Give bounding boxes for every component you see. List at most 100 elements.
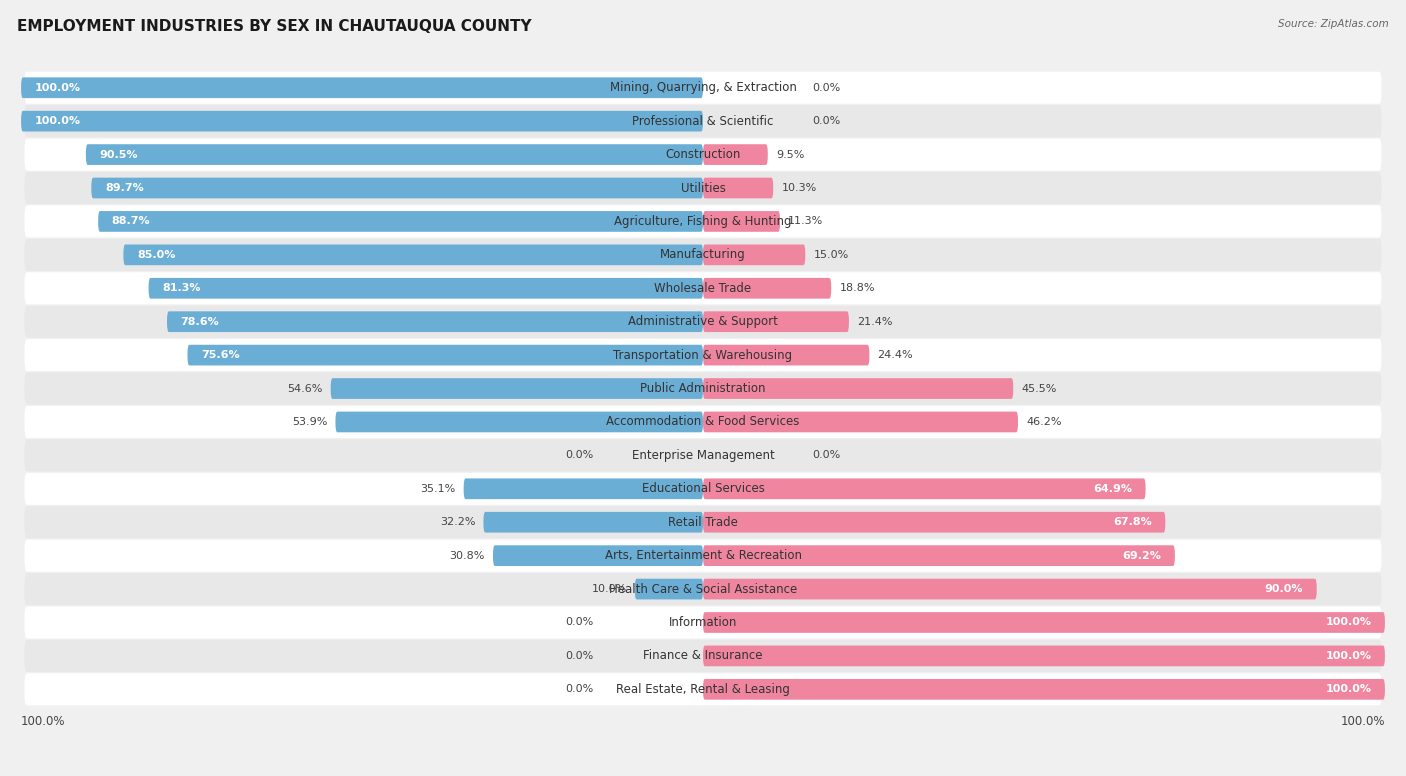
Text: 100.0%: 100.0% <box>35 116 80 126</box>
FancyBboxPatch shape <box>24 272 1382 304</box>
FancyBboxPatch shape <box>636 579 703 599</box>
Text: Administrative & Support: Administrative & Support <box>628 315 778 328</box>
Text: 32.2%: 32.2% <box>440 518 475 527</box>
Text: Source: ZipAtlas.com: Source: ZipAtlas.com <box>1278 19 1389 29</box>
Text: EMPLOYMENT INDUSTRIES BY SEX IN CHAUTAUQUA COUNTY: EMPLOYMENT INDUSTRIES BY SEX IN CHAUTAUQ… <box>17 19 531 34</box>
Text: 0.0%: 0.0% <box>813 83 841 93</box>
Text: 100.0%: 100.0% <box>35 83 80 93</box>
FancyBboxPatch shape <box>703 612 1385 633</box>
Text: 53.9%: 53.9% <box>292 417 328 427</box>
FancyBboxPatch shape <box>21 78 703 98</box>
Text: 54.6%: 54.6% <box>287 383 322 393</box>
FancyBboxPatch shape <box>24 539 1382 572</box>
Text: 10.0%: 10.0% <box>592 584 627 594</box>
FancyBboxPatch shape <box>330 378 703 399</box>
Text: 30.8%: 30.8% <box>450 551 485 560</box>
FancyBboxPatch shape <box>149 278 703 299</box>
FancyBboxPatch shape <box>484 512 703 532</box>
Text: 0.0%: 0.0% <box>813 116 841 126</box>
FancyBboxPatch shape <box>703 211 780 232</box>
Text: 64.9%: 64.9% <box>1092 483 1132 494</box>
Text: Enterprise Management: Enterprise Management <box>631 449 775 462</box>
Text: 0.0%: 0.0% <box>813 450 841 460</box>
FancyBboxPatch shape <box>703 679 1385 700</box>
Text: 10.3%: 10.3% <box>782 183 817 193</box>
FancyBboxPatch shape <box>703 546 1175 566</box>
FancyBboxPatch shape <box>703 311 849 332</box>
Text: Arts, Entertainment & Recreation: Arts, Entertainment & Recreation <box>605 549 801 562</box>
FancyBboxPatch shape <box>24 406 1382 438</box>
Text: Retail Trade: Retail Trade <box>668 516 738 528</box>
Text: 0.0%: 0.0% <box>565 684 593 695</box>
Text: 89.7%: 89.7% <box>105 183 143 193</box>
Text: Real Estate, Rental & Leasing: Real Estate, Rental & Leasing <box>616 683 790 696</box>
Text: Finance & Insurance: Finance & Insurance <box>644 650 762 663</box>
FancyBboxPatch shape <box>703 244 806 265</box>
Text: 9.5%: 9.5% <box>776 150 804 160</box>
Text: 100.0%: 100.0% <box>1326 618 1371 628</box>
FancyBboxPatch shape <box>24 239 1382 271</box>
Text: Health Care & Social Assistance: Health Care & Social Assistance <box>609 583 797 595</box>
Text: 100.0%: 100.0% <box>1340 715 1385 728</box>
FancyBboxPatch shape <box>24 607 1382 639</box>
Text: 46.2%: 46.2% <box>1026 417 1062 427</box>
Text: Construction: Construction <box>665 148 741 161</box>
Text: 69.2%: 69.2% <box>1122 551 1161 560</box>
Text: Agriculture, Fishing & Hunting: Agriculture, Fishing & Hunting <box>614 215 792 228</box>
Text: 75.6%: 75.6% <box>201 350 240 360</box>
Text: 100.0%: 100.0% <box>1326 651 1371 661</box>
FancyBboxPatch shape <box>24 506 1382 539</box>
Text: 0.0%: 0.0% <box>565 450 593 460</box>
Text: 67.8%: 67.8% <box>1114 518 1152 527</box>
Text: Manufacturing: Manufacturing <box>661 248 745 262</box>
Text: 100.0%: 100.0% <box>1326 684 1371 695</box>
FancyBboxPatch shape <box>86 144 703 165</box>
Text: 15.0%: 15.0% <box>814 250 849 260</box>
Text: 11.3%: 11.3% <box>789 217 824 227</box>
FancyBboxPatch shape <box>24 674 1382 705</box>
Text: Utilities: Utilities <box>681 182 725 195</box>
FancyBboxPatch shape <box>24 473 1382 505</box>
FancyBboxPatch shape <box>703 345 869 365</box>
Text: 100.0%: 100.0% <box>21 715 66 728</box>
Text: 21.4%: 21.4% <box>858 317 893 327</box>
FancyBboxPatch shape <box>124 244 703 265</box>
FancyBboxPatch shape <box>24 439 1382 472</box>
FancyBboxPatch shape <box>98 211 703 232</box>
FancyBboxPatch shape <box>336 411 703 432</box>
FancyBboxPatch shape <box>703 411 1018 432</box>
FancyBboxPatch shape <box>703 378 1014 399</box>
Text: Educational Services: Educational Services <box>641 483 765 495</box>
FancyBboxPatch shape <box>167 311 703 332</box>
FancyBboxPatch shape <box>24 172 1382 204</box>
FancyBboxPatch shape <box>24 206 1382 237</box>
Text: Transportation & Warehousing: Transportation & Warehousing <box>613 348 793 362</box>
Text: 24.4%: 24.4% <box>877 350 912 360</box>
Text: 78.6%: 78.6% <box>180 317 219 327</box>
FancyBboxPatch shape <box>703 579 1317 599</box>
Text: Wholesale Trade: Wholesale Trade <box>654 282 752 295</box>
FancyBboxPatch shape <box>24 105 1382 137</box>
Text: 85.0%: 85.0% <box>136 250 176 260</box>
Text: 88.7%: 88.7% <box>112 217 150 227</box>
FancyBboxPatch shape <box>24 339 1382 371</box>
Text: Mining, Quarrying, & Extraction: Mining, Quarrying, & Extraction <box>610 81 796 94</box>
FancyBboxPatch shape <box>187 345 703 365</box>
FancyBboxPatch shape <box>24 71 1382 104</box>
FancyBboxPatch shape <box>91 178 703 199</box>
FancyBboxPatch shape <box>464 479 703 499</box>
Text: 0.0%: 0.0% <box>565 618 593 628</box>
Text: 35.1%: 35.1% <box>420 483 456 494</box>
Text: 0.0%: 0.0% <box>565 651 593 661</box>
FancyBboxPatch shape <box>24 573 1382 605</box>
FancyBboxPatch shape <box>703 144 768 165</box>
Text: Information: Information <box>669 616 737 629</box>
Text: 90.5%: 90.5% <box>100 150 138 160</box>
Text: 18.8%: 18.8% <box>839 283 875 293</box>
FancyBboxPatch shape <box>24 640 1382 672</box>
FancyBboxPatch shape <box>703 512 1166 532</box>
FancyBboxPatch shape <box>24 139 1382 171</box>
Text: Public Administration: Public Administration <box>640 382 766 395</box>
Text: Professional & Scientific: Professional & Scientific <box>633 115 773 128</box>
FancyBboxPatch shape <box>703 479 1146 499</box>
